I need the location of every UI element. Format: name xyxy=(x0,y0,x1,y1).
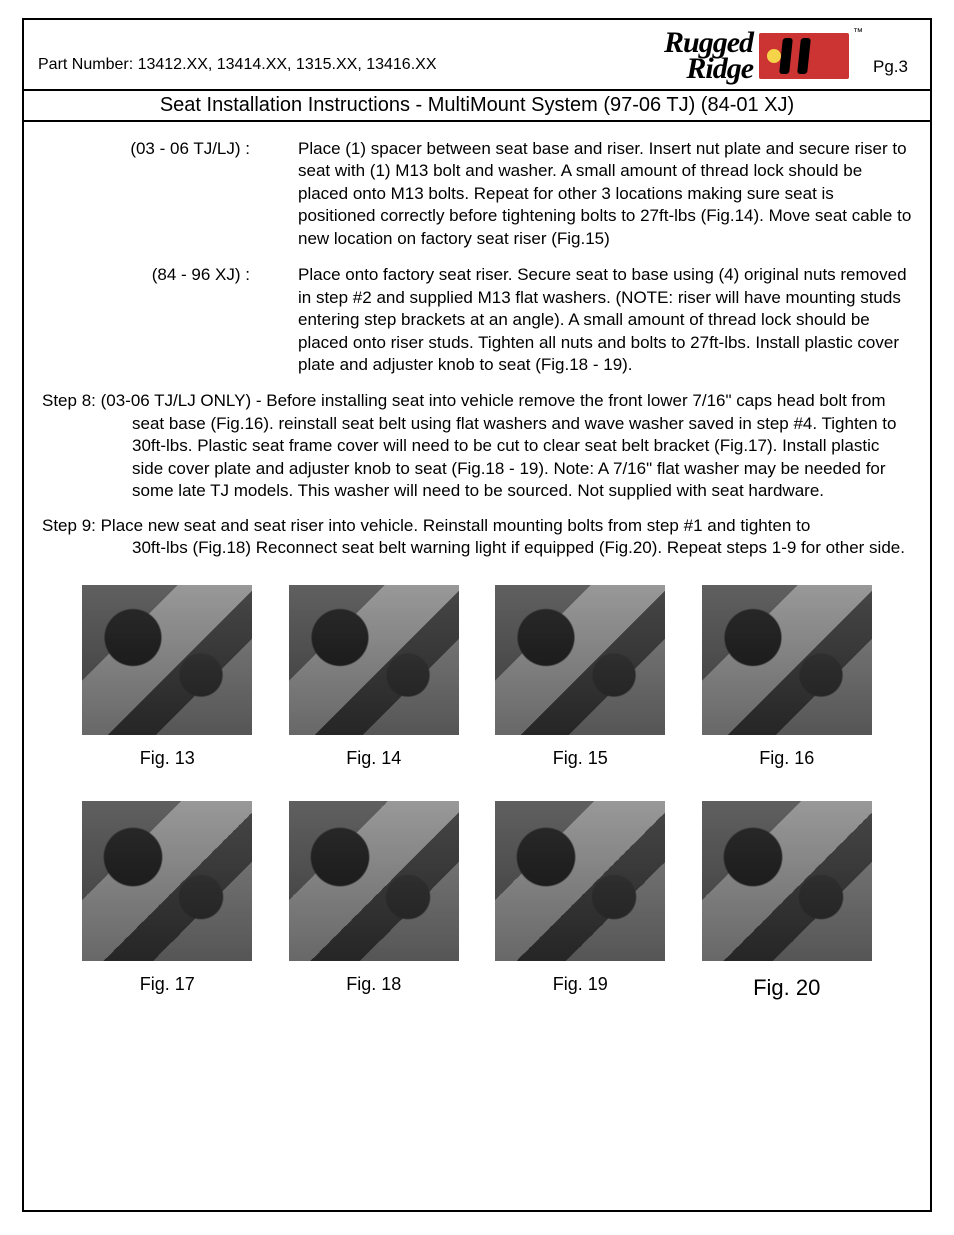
figure-20: Fig. 20 xyxy=(692,801,882,1002)
brand-logo-text: Rugged Ridge xyxy=(664,30,753,81)
document-frame: Part Number: 13412.XX, 13414.XX, 1315.XX… xyxy=(22,18,932,1212)
subsection-label: (84 - 96 XJ) : xyxy=(82,264,298,376)
figure-image-placeholder xyxy=(289,801,459,961)
subsection-text: Place onto factory seat riser. Secure se… xyxy=(298,264,912,376)
figure-image-placeholder xyxy=(702,585,872,735)
figure-image-placeholder xyxy=(702,801,872,961)
figure-image-placeholder xyxy=(495,585,665,735)
subsection-text: Place (1) spacer between seat base and r… xyxy=(298,138,912,250)
figure-15: Fig. 15 xyxy=(485,585,675,771)
figure-caption: Fig. 18 xyxy=(346,973,401,997)
figure-image-placeholder xyxy=(289,585,459,735)
subsection-tj-lj: (03 - 06 TJ/LJ) : Place (1) spacer betwe… xyxy=(82,138,912,250)
figure-caption: Fig. 13 xyxy=(140,747,195,771)
step-8-body: seat base (Fig.16). reinstall seat belt … xyxy=(42,413,912,503)
figure-caption: Fig. 19 xyxy=(553,973,608,997)
brand-block: Rugged Ridge ™ Pg.3 xyxy=(664,30,908,81)
figure-18: Fig. 18 xyxy=(279,801,469,1002)
trademark-symbol: ™ xyxy=(853,27,863,38)
figure-image-placeholder xyxy=(82,585,252,735)
figure-caption: Fig. 20 xyxy=(753,973,820,1002)
page-number: Pg.3 xyxy=(873,57,908,77)
step-9-lead: Step 9: Place new seat and seat riser in… xyxy=(42,515,912,537)
page-title: Seat Installation Instructions - MultiMo… xyxy=(24,89,930,122)
brand-dot-icon xyxy=(767,49,781,63)
figure-17: Fig. 17 xyxy=(72,801,262,1002)
figure-19: Fig. 19 xyxy=(485,801,675,1002)
step-8-lead: Step 8: (03-06 TJ/LJ ONLY) - Before inst… xyxy=(42,390,912,412)
step-8: Step 8: (03-06 TJ/LJ ONLY) - Before inst… xyxy=(42,390,912,502)
step-9-body: 30ft-lbs (Fig.18) Reconnect seat belt wa… xyxy=(42,537,912,559)
part-number-text: Part Number: 13412.XX, 13414.XX, 1315.XX… xyxy=(38,56,436,74)
step-9: Step 9: Place new seat and seat riser in… xyxy=(42,515,912,560)
header-row: Part Number: 13412.XX, 13414.XX, 1315.XX… xyxy=(24,20,930,81)
body-content: (03 - 06 TJ/LJ) : Place (1) spacer betwe… xyxy=(24,122,930,1002)
figure-caption: Fig. 15 xyxy=(553,747,608,771)
figure-caption: Fig. 17 xyxy=(140,973,195,997)
figure-image-placeholder xyxy=(495,801,665,961)
figure-row-2: Fig. 17 Fig. 18 Fig. 19 Fig. 20 xyxy=(42,801,912,1002)
figure-14: Fig. 14 xyxy=(279,585,469,771)
subsection-label: (03 - 06 TJ/LJ) : xyxy=(82,138,298,250)
subsection-xj: (84 - 96 XJ) : Place onto factory seat r… xyxy=(82,264,912,376)
figure-image-placeholder xyxy=(82,801,252,961)
figure-row-1: Fig. 13 Fig. 14 Fig. 15 Fig. 16 xyxy=(42,585,912,771)
figure-caption: Fig. 14 xyxy=(346,747,401,771)
brand-line-2: Ridge xyxy=(664,56,753,82)
figure-16: Fig. 16 xyxy=(692,585,882,771)
page: Part Number: 13412.XX, 13414.XX, 1315.XX… xyxy=(0,0,954,1235)
brand-flag-icon: ™ xyxy=(759,33,849,79)
figure-13: Fig. 13 xyxy=(72,585,262,771)
figure-caption: Fig. 16 xyxy=(759,747,814,771)
